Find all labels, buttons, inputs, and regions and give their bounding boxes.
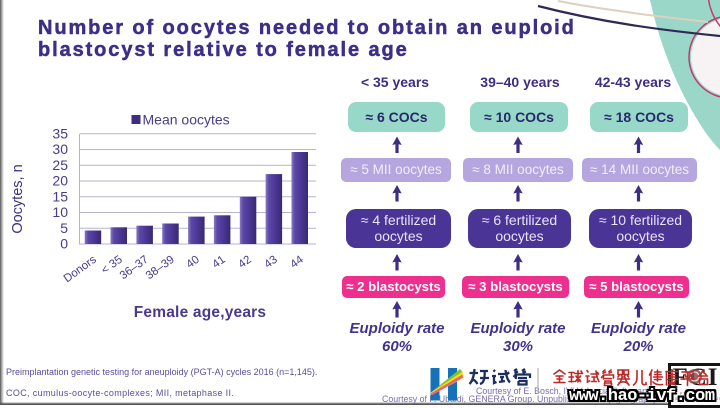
svg-text:Oocytes, n: Oocytes, n [10,164,26,233]
svg-text:35: 35 [52,126,68,142]
svg-text:Mean oocytes: Mean oocytes [143,111,230,127]
svg-text:Donors: Donors [62,254,99,286]
svg-text:30: 30 [52,141,68,157]
svg-text:40: 40 [184,254,201,271]
svg-text:38–39: 38–39 [144,254,177,283]
svg-text:10: 10 [52,204,68,220]
svg-text:42: 42 [236,254,253,271]
svg-text:Female age,years: Female age,years [134,304,266,321]
svg-text:36–37: 36–37 [118,254,151,283]
svg-text:20: 20 [52,173,68,189]
svg-text:25: 25 [52,157,68,173]
svg-text:41: 41 [210,254,227,271]
svg-text:43: 43 [262,254,279,271]
svg-text:15: 15 [52,189,68,205]
svg-text:5: 5 [60,220,68,236]
svg-text:0: 0 [60,236,68,252]
svg-text:44: 44 [288,253,306,271]
